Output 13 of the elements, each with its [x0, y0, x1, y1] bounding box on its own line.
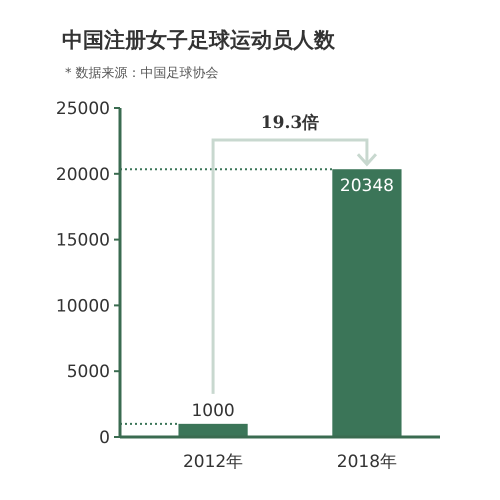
data-label: 1000: [191, 400, 235, 421]
y-tick-label: 20000: [56, 164, 110, 185]
y-tick-label: 5000: [66, 362, 110, 382]
x-tick-label: 2018年: [336, 452, 398, 472]
y-tick-label: 25000: [56, 98, 110, 119]
y-tick-label: 15000: [56, 230, 110, 251]
chart-subtitle: * 数据来源：中国足球协会: [65, 66, 219, 81]
y-tick-label: 10000: [56, 296, 110, 316]
annotation: 19.3倍: [260, 113, 320, 133]
x-tick-label: 2012年: [182, 452, 244, 472]
y-tick-label: 0: [99, 428, 110, 448]
data-label: 20348: [340, 176, 394, 196]
chart-title: 中国注册女子足球运动员人数: [62, 27, 336, 52]
